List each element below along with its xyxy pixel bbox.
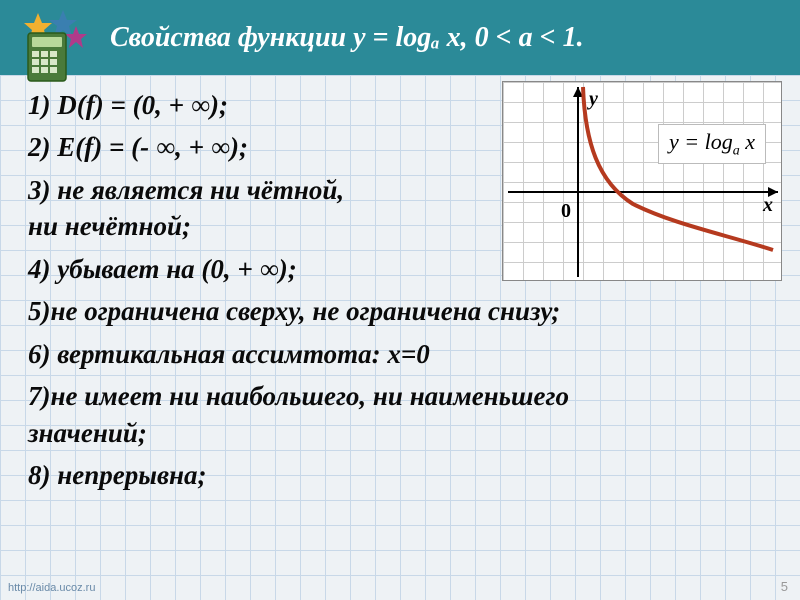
x-axis-label: x (763, 194, 773, 217)
property-5: 5)не ограничена сверху, не ограничена сн… (28, 293, 776, 329)
y-axis-label: y (589, 88, 598, 111)
property-7b: значений; (28, 415, 776, 451)
chart-svg (503, 82, 783, 282)
chart-formula: y = loga x (658, 124, 766, 164)
footer-link[interactable]: http://aida.ucoz.ru (8, 582, 95, 594)
property-8: 8) непрерывна; (28, 457, 776, 493)
calculator-icon (18, 8, 93, 83)
slide-number: 5 (781, 579, 788, 594)
property-7: 7)не имеет ни наибольшего, ни наименьшег… (28, 378, 776, 414)
log-chart: y x 0 y = loga x (502, 81, 782, 281)
slide-title: Свойства функции y = logₐ x, 0 < a < 1. (110, 22, 584, 54)
origin-label: 0 (561, 200, 571, 223)
header-bar: Свойства функции y = logₐ x, 0 < a < 1. (0, 0, 800, 75)
content-area: y x 0 y = loga x 1) D(f) = (0, + ∞); 2) … (0, 75, 800, 493)
property-6: 6) вертикальная ассимтота: х=0 (28, 336, 776, 372)
